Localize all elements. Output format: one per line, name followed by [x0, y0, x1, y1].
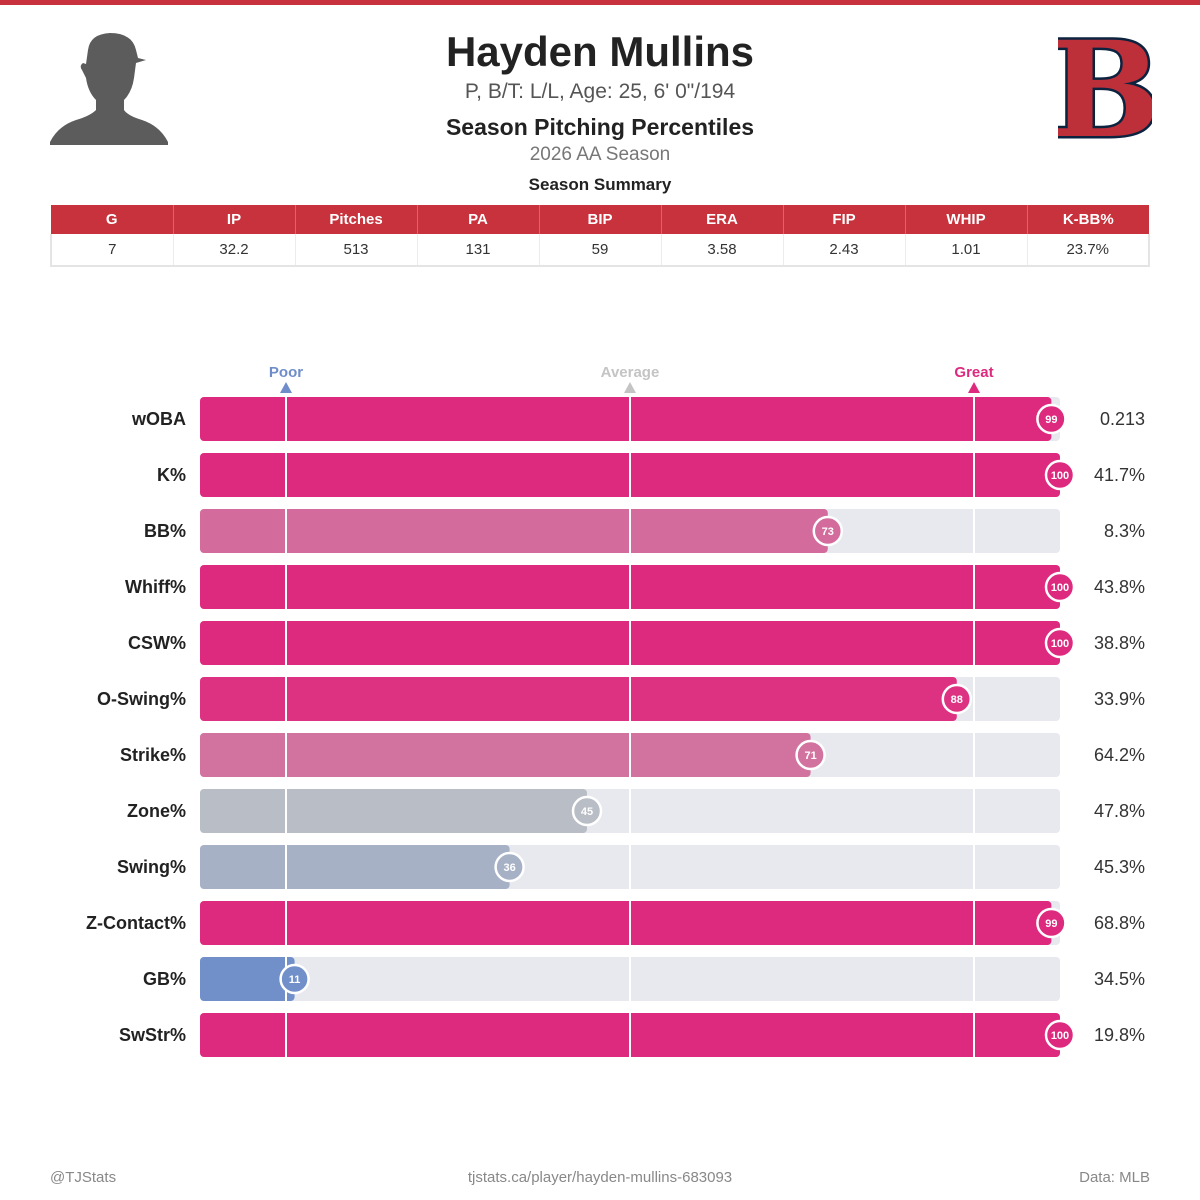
summary-value-cell: 131	[417, 234, 540, 267]
summary-header-cell: WHIP	[905, 205, 1028, 234]
percentile-badge	[1044, 571, 1076, 603]
percentile-badge	[1044, 1019, 1076, 1051]
percentile-label: 100	[1051, 1030, 1069, 1042]
summary-value-cell: 1.01	[905, 234, 1028, 267]
footer-url[interactable]: tjstats.ca/player/hayden-mullins-683093	[467, 1169, 733, 1186]
summary-header-cell: K-BB%	[1027, 205, 1149, 234]
category-label: SwStr%	[119, 1025, 186, 1045]
summary-value-cell: 3.58	[661, 234, 784, 267]
summary-value-cell: 513	[295, 234, 418, 267]
player-headshot-icon	[50, 33, 168, 145]
summary-value-cell: 2.43	[783, 234, 906, 267]
summary-value-cell: 32.2	[173, 234, 296, 267]
percentile-label: 88	[951, 694, 963, 706]
marker-label: Great	[954, 364, 993, 381]
percentile-bar	[200, 733, 811, 777]
percentile-badge	[279, 963, 310, 995]
footer-credit: @TJStats	[50, 1169, 117, 1186]
stat-value: 47.8%	[1094, 801, 1145, 821]
stat-value: 0.213	[1100, 409, 1145, 429]
percentile-badge	[494, 851, 525, 883]
category-label: wOBA	[131, 409, 186, 429]
percentile-bar	[200, 901, 1052, 945]
player-bio: P, B/T: L/L, Age: 25, 6' 0"/194	[464, 80, 736, 103]
stat-value: 19.8%	[1094, 1025, 1145, 1045]
svg-text:B: B	[1058, 24, 1152, 148]
summary-header-cell: BIP	[539, 205, 662, 234]
summary-header-cell: FIP	[783, 205, 906, 234]
percentile-label: 100	[1051, 638, 1069, 650]
percentile-label: 11	[289, 974, 301, 986]
category-label: Whiff%	[125, 577, 186, 597]
header: Hayden Mullins P, B/T: L/L, Age: 25, 6' …	[250, 26, 950, 168]
percentile-badge	[1044, 627, 1076, 659]
summary-title: Season Summary	[528, 175, 672, 194]
marker-triangle	[968, 382, 980, 393]
percentile-badge	[1036, 403, 1067, 435]
percentile-label: 99	[1045, 414, 1057, 426]
category-label: O-Swing%	[97, 689, 186, 709]
percentile-label: 100	[1051, 470, 1069, 482]
footer-source: Data: MLB	[1079, 1169, 1150, 1186]
category-label: Z-Contact%	[86, 913, 186, 933]
summary-header-cell: ERA	[661, 205, 784, 234]
player-name: Hayden Mullins	[445, 28, 755, 75]
percentile-badge	[571, 795, 603, 827]
percentile-label: 99	[1045, 918, 1057, 930]
team-logo-icon: B	[1058, 24, 1152, 148]
category-label: BB%	[144, 521, 186, 541]
stat-value: 68.8%	[1094, 913, 1145, 933]
category-label: K%	[157, 465, 186, 485]
marker-label: Poor	[269, 364, 303, 381]
chart-title: Season Pitching Percentiles	[445, 114, 755, 140]
percentile-badge	[1044, 459, 1076, 491]
marker-triangle	[280, 382, 292, 393]
summary-header-cell: G	[51, 205, 174, 234]
stat-value: 64.2%	[1094, 745, 1145, 765]
stat-value: 34.5%	[1094, 969, 1145, 989]
marker-label: Average	[601, 364, 660, 381]
season-summary-table: G IP Pitches PA BIP ERA FIP WHIP K-BB% 7…	[50, 205, 1150, 267]
percentile-bar	[200, 509, 828, 553]
percentile-badge	[812, 515, 844, 547]
category-label: Swing%	[117, 857, 186, 877]
percentile-bar	[200, 789, 587, 833]
percentile-bar	[200, 957, 295, 1001]
percentile-label: 73	[822, 526, 834, 538]
stat-value: 45.3%	[1094, 857, 1145, 877]
percentile-bar	[200, 677, 957, 721]
top-accent-rule	[0, 0, 1200, 5]
summary-value-row: 7 32.2 513 131 59 3.58 2.43 1.01 23.7%	[50, 234, 1150, 267]
summary-value-cell: 59	[539, 234, 662, 267]
percentile-label: 100	[1051, 582, 1069, 594]
category-label: CSW%	[128, 633, 186, 653]
percentile-bar	[200, 397, 1052, 441]
percentile-bar	[200, 845, 510, 889]
season-label: 2026 AA Season	[529, 144, 671, 165]
stat-value: 33.9%	[1094, 689, 1145, 709]
summary-header-row: G IP Pitches PA BIP ERA FIP WHIP K-BB%	[51, 205, 1149, 234]
percentile-badge	[1036, 907, 1067, 939]
summary-header-cell: IP	[173, 205, 296, 234]
stat-value: 41.7%	[1094, 465, 1145, 485]
stat-value: 38.8%	[1094, 633, 1145, 653]
category-label: Strike%	[120, 745, 186, 765]
summary-header-cell: PA	[417, 205, 540, 234]
percentile-label: 36	[503, 862, 515, 874]
stat-value: 8.3%	[1104, 521, 1145, 541]
summary-value-cell: 7	[50, 234, 174, 267]
percentile-badge	[941, 683, 973, 715]
stat-value: 43.8%	[1094, 577, 1145, 597]
percentile-badge	[795, 739, 826, 771]
percentile-label: 45	[581, 806, 593, 818]
marker-triangle	[624, 382, 636, 393]
summary-value-cell: 23.7%	[1027, 234, 1150, 267]
percentile-label: 71	[804, 750, 816, 762]
percentile-chart: Poor Average Great wOBA 99 0.213 K% 100 41.7% BB%…	[86, 364, 1145, 1057]
summary-header-cell: Pitches	[295, 205, 418, 234]
category-label: Zone%	[127, 801, 186, 821]
category-label: GB%	[143, 969, 186, 989]
